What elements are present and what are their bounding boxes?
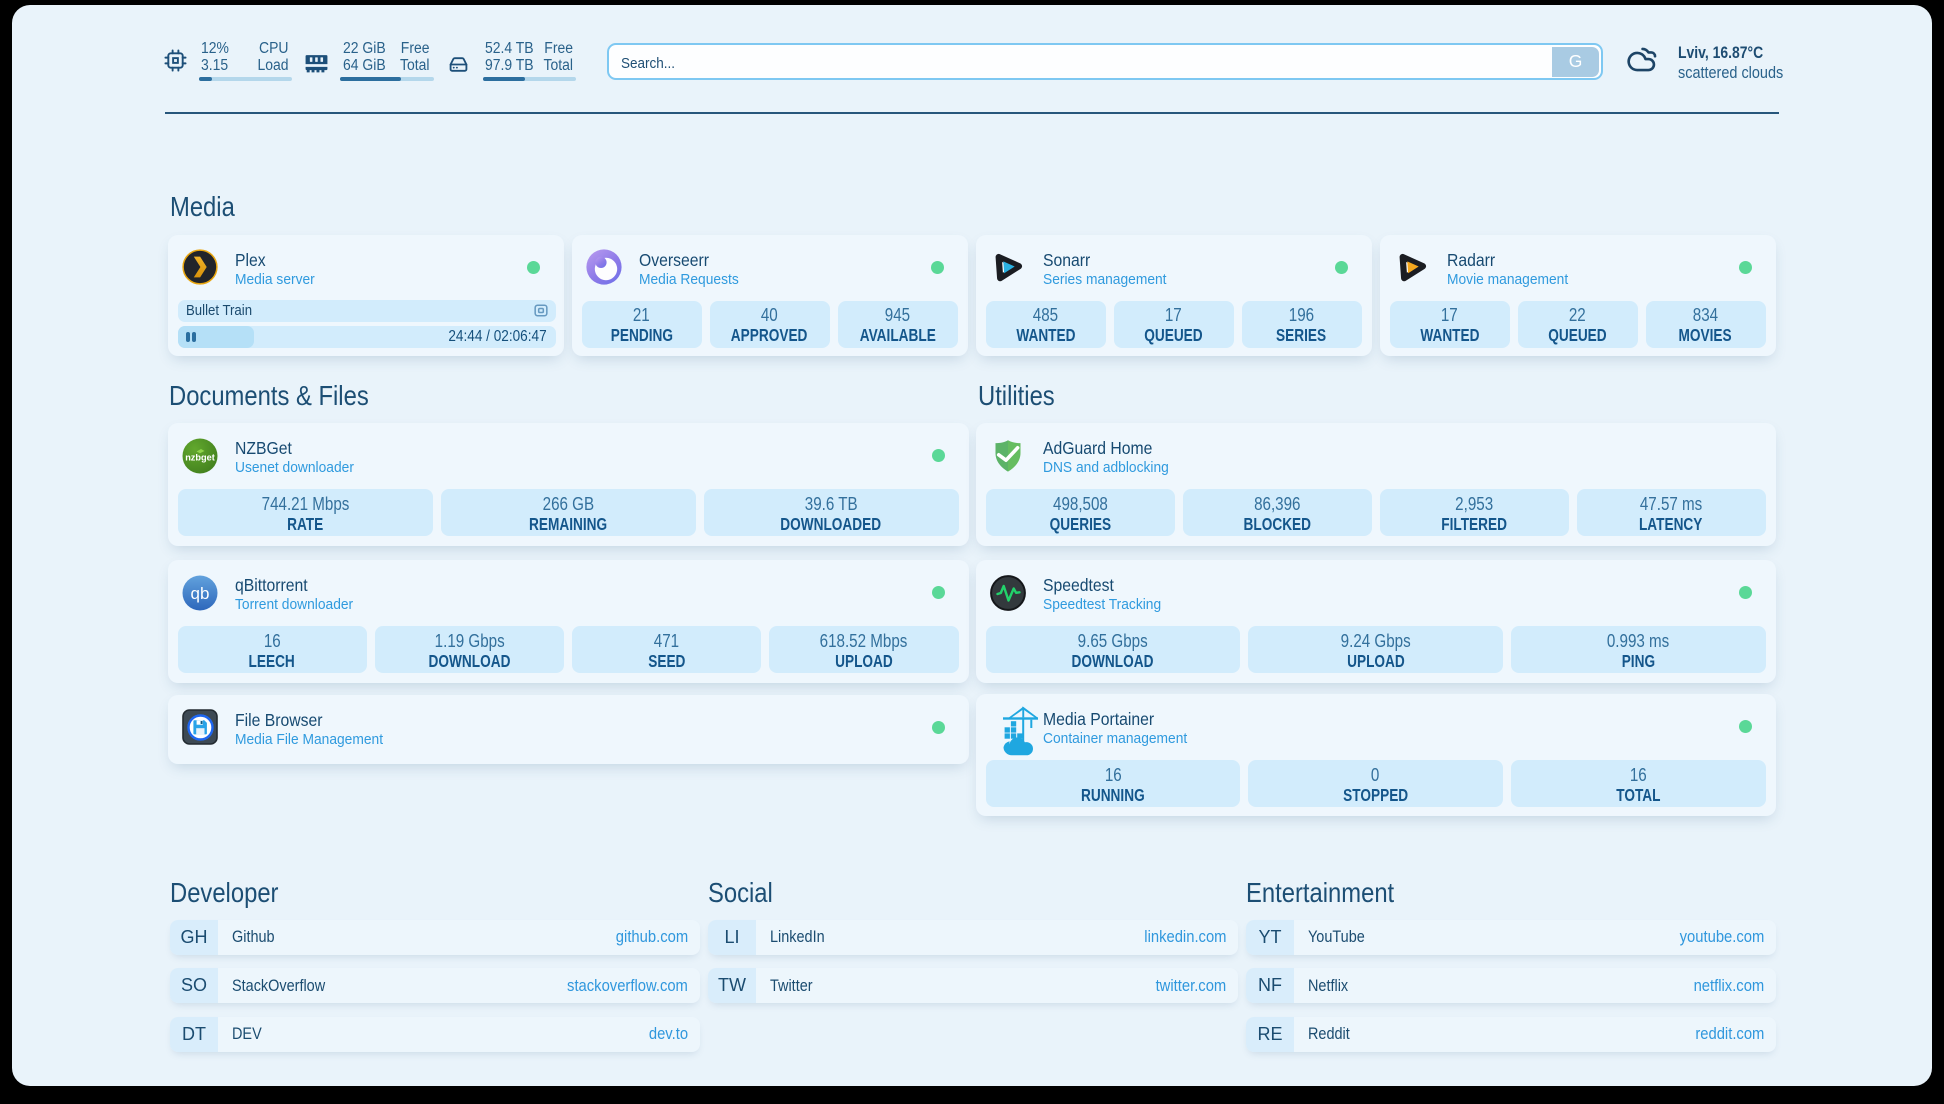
svg-text:qb: qb [191,584,210,603]
svg-text:nzbget: nzbget [185,452,215,462]
